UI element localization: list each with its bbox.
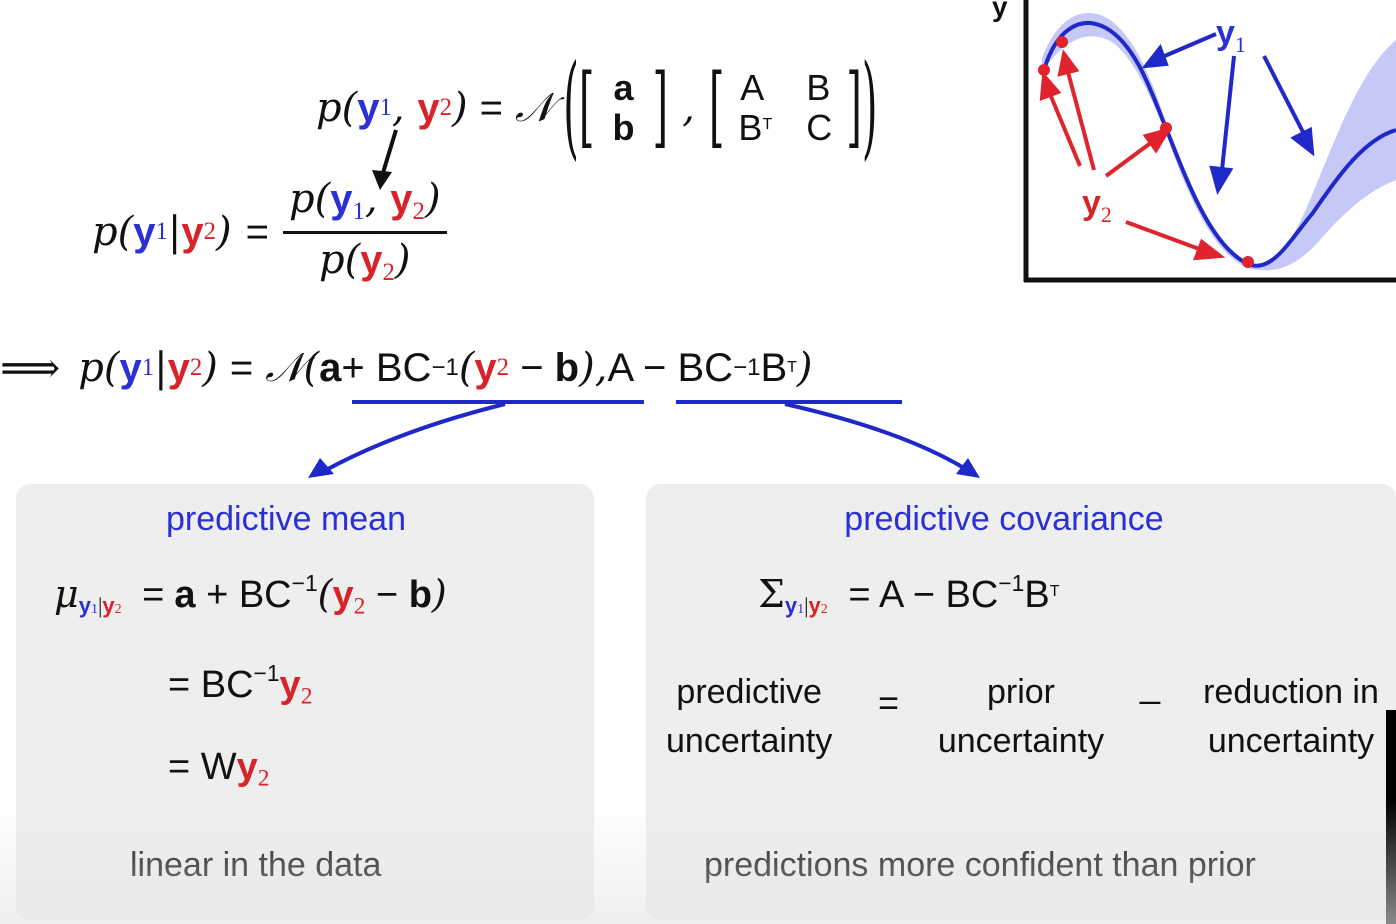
y2-symbol: y — [181, 210, 204, 254]
y2-arrows — [1039, 49, 1226, 261]
cov-expression: A − BC — [607, 346, 734, 390]
mean-b: b — [408, 573, 432, 616]
predictive-covariance-panel: predictive covariance Σy1|y2 = A − BC−1B… — [646, 484, 1396, 920]
mean-b: b — [554, 346, 580, 390]
mu-symbol: μ — [54, 571, 79, 616]
y2-subscript: 2 — [203, 217, 217, 245]
data-point — [1242, 256, 1254, 268]
reduction-in-uncertainty-label: reduction in uncertainty — [1203, 673, 1379, 761]
derivation-arrow — [372, 129, 398, 190]
given-bar: | — [167, 209, 182, 255]
mean-bc: + BC — [341, 346, 432, 390]
equals-operator: = — [878, 682, 900, 723]
predictive-mean-panel: predictive mean μy1|y2 = a + BC−1(y2 − b)… — [16, 484, 594, 920]
y2-symbol: y — [417, 86, 440, 130]
equals-sign: = — [229, 346, 254, 390]
cov-b: B — [806, 67, 831, 109]
mean-footer: linear in the data — [130, 846, 382, 884]
cov-line: Σy1|y2 = A − BC−1BT — [758, 570, 1060, 619]
mean-bc: + BC — [195, 573, 292, 616]
mean-top: a — [613, 67, 634, 109]
inverse-superscript: −1 — [733, 354, 761, 381]
y1-subscript: 1 — [155, 217, 168, 245]
mean-line-3: = Wy2 — [168, 746, 270, 792]
mean-bottom: b — [612, 107, 635, 148]
y1-symbol: y — [119, 346, 142, 390]
cov-footer: predictions more confident than prior — [704, 846, 1256, 884]
fraction: p(y1, y2) p(y2) — [282, 179, 447, 286]
y1-subscript: 1 — [379, 93, 392, 121]
mean-curve — [1042, 21, 1396, 268]
conditional-equation: p(y 1 | y 2) = p(y1, y2) p(y2) — [92, 179, 447, 284]
transpose-superscript: T — [787, 359, 797, 376]
mean-line-1: μy1|y2 = a + BC−1(y2 − b) — [54, 570, 447, 620]
y1-symbol: y — [133, 210, 156, 254]
prior-uncertainty-label: prior uncertainty — [937, 673, 1105, 761]
data-points — [1038, 36, 1254, 268]
normal-symbol: 𝒩 — [514, 85, 554, 131]
cov-bt-transpose: T — [762, 115, 773, 133]
plot-y-axis-label: y — [992, 0, 1008, 22]
p-symbol: p — [92, 209, 118, 255]
fraction-numerator: p(y1, y2) — [282, 179, 447, 234]
cov-bt: B — [738, 107, 763, 148]
y1-symbol: y — [357, 86, 380, 130]
predictive-covariance-title: predictive covariance — [844, 500, 1164, 538]
p-symbol: p — [78, 345, 104, 391]
cov-a: A — [740, 67, 765, 109]
inverse-superscript: −1 — [431, 354, 459, 381]
mean-a: a — [174, 573, 196, 616]
normal-symbol: 𝒩 — [265, 345, 304, 391]
y2-label: y2 — [1082, 184, 1112, 227]
implies-arrow: ⟹ — [0, 343, 61, 392]
y2-subscript: 2 — [439, 93, 452, 121]
predictive-mean-title: predictive mean — [165, 500, 406, 538]
predictive-uncertainty-label: predictive uncertainty — [666, 673, 833, 761]
uncertainty-band — [1042, 12, 1396, 271]
minus-operator: _ — [1140, 664, 1161, 705]
p-symbol: p — [316, 85, 342, 131]
result-equation: ⟹ p(y 1 | y 2) = 𝒩(a + BC −1(y 2 − b), A − BC −1… — [0, 343, 813, 392]
sigma-symbol: Σ — [758, 571, 785, 616]
cov-c: C — [806, 107, 833, 148]
y1-label: y1 — [1216, 14, 1246, 57]
given-bar: | — [154, 345, 168, 391]
data-point — [1056, 36, 1068, 48]
gp-plot: y y1 y2 — [992, 0, 1396, 283]
mean-a: a — [319, 346, 342, 390]
y1-subscript: 1 — [141, 353, 155, 381]
equals-sign: = — [245, 210, 269, 254]
bracket-arrows — [308, 400, 980, 478]
fraction-denominator: p(y2) — [319, 236, 411, 286]
mean-line-2: = BC−1y2 — [168, 660, 313, 710]
data-point — [1160, 122, 1172, 134]
screen-edge-bar — [1386, 710, 1396, 924]
data-point — [1038, 64, 1050, 76]
cov-b: B — [760, 346, 788, 390]
y1-arrows — [1141, 32, 1315, 196]
y2-subscript: 2 — [189, 353, 203, 381]
y2-symbol: y — [167, 346, 190, 390]
mean-vector: a b — [612, 68, 634, 147]
